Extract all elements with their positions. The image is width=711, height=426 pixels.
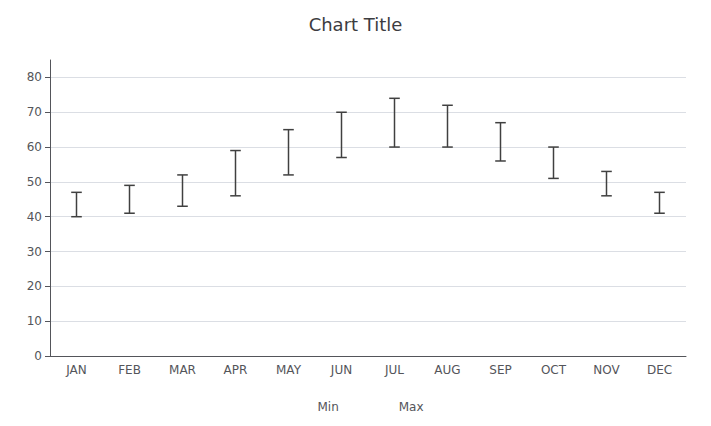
svg-text:SEP: SEP: [489, 363, 511, 377]
svg-text:70: 70: [27, 105, 42, 119]
svg-text:NOV: NOV: [593, 363, 620, 377]
svg-text:Max: Max: [399, 400, 424, 414]
svg-text:MAR: MAR: [169, 363, 196, 377]
svg-text:60: 60: [27, 140, 42, 154]
svg-text:JUN: JUN: [330, 363, 352, 377]
svg-text:FEB: FEB: [118, 363, 141, 377]
svg-text:30: 30: [27, 245, 42, 259]
svg-text:AUG: AUG: [434, 363, 460, 377]
svg-text:DEC: DEC: [647, 363, 672, 377]
svg-text:OCT: OCT: [541, 363, 567, 377]
svg-text:JUL: JUL: [384, 363, 404, 377]
svg-text:40: 40: [27, 210, 42, 224]
svg-text:20: 20: [27, 279, 42, 293]
svg-text:MAY: MAY: [276, 363, 302, 377]
svg-text:Min: Min: [317, 400, 338, 414]
svg-text:Chart Title: Chart Title: [309, 14, 403, 35]
svg-text:80: 80: [27, 70, 42, 84]
svg-text:0: 0: [34, 349, 42, 363]
svg-text:10: 10: [27, 314, 42, 328]
svg-text:APR: APR: [224, 363, 248, 377]
svg-text:50: 50: [27, 175, 42, 189]
svg-text:JAN: JAN: [65, 363, 87, 377]
